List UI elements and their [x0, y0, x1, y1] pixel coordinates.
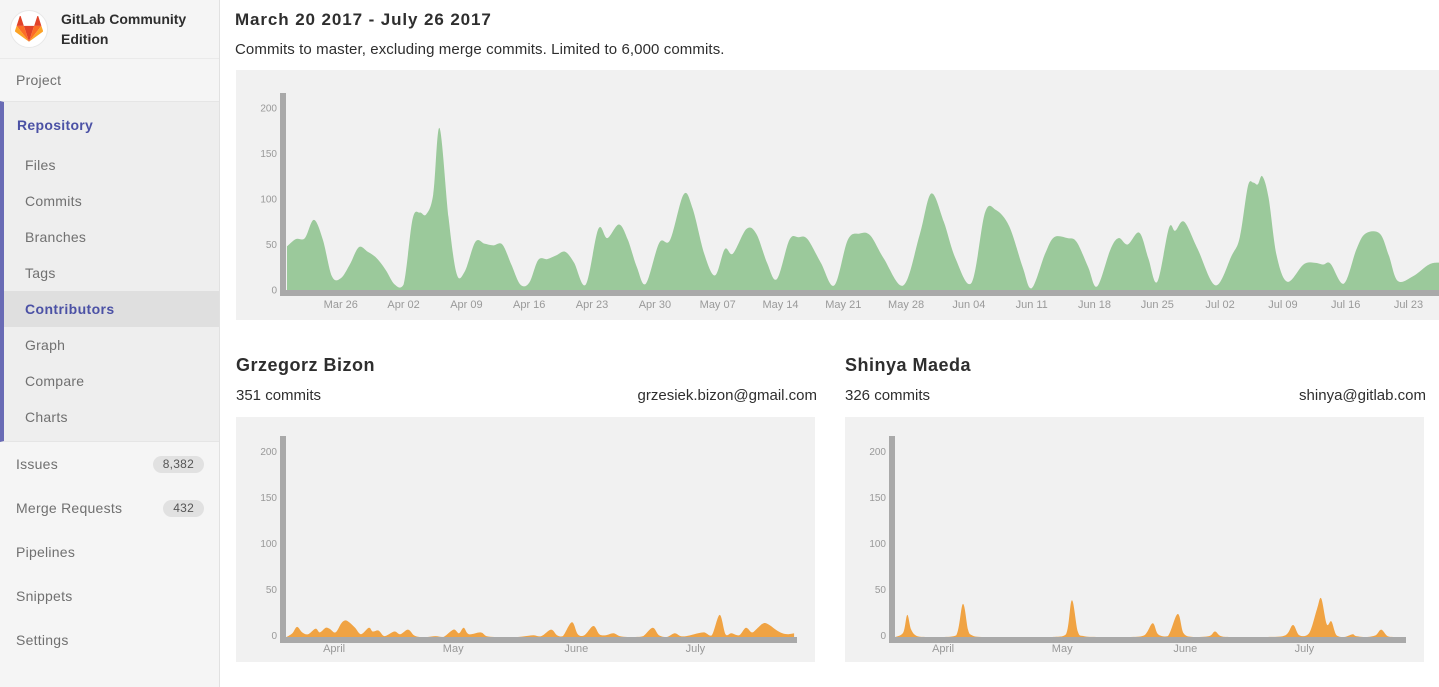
svg-text:50: 50: [266, 240, 278, 251]
svg-text:100: 100: [869, 539, 886, 550]
svg-text:50: 50: [266, 585, 278, 596]
svg-text:Mar 26: Mar 26: [324, 299, 358, 311]
svg-text:June: June: [564, 643, 588, 655]
svg-text:May: May: [443, 643, 464, 655]
svg-text:May 07: May 07: [700, 299, 736, 311]
svg-text:Jul 23: Jul 23: [1394, 299, 1423, 311]
svg-text:100: 100: [260, 195, 277, 206]
svg-text:100: 100: [260, 539, 277, 550]
svg-text:Jun 25: Jun 25: [1141, 299, 1174, 311]
svg-text:April: April: [932, 643, 954, 655]
svg-text:Jun 04: Jun 04: [952, 299, 985, 311]
svg-text:150: 150: [869, 493, 886, 504]
svg-text:Apr 09: Apr 09: [450, 299, 482, 311]
svg-text:Jun 11: Jun 11: [1016, 299, 1048, 311]
svg-text:May 21: May 21: [825, 299, 861, 311]
svg-text:200: 200: [869, 447, 886, 458]
svg-text:150: 150: [260, 149, 277, 160]
svg-text:May 14: May 14: [762, 299, 798, 311]
svg-text:July: July: [1295, 643, 1315, 655]
svg-text:50: 50: [875, 585, 887, 596]
svg-text:May: May: [1052, 643, 1073, 655]
svg-text:April: April: [323, 643, 345, 655]
svg-text:200: 200: [260, 104, 277, 115]
svg-text:0: 0: [271, 631, 277, 642]
svg-text:Apr 30: Apr 30: [639, 299, 671, 311]
svg-text:Apr 23: Apr 23: [576, 299, 608, 311]
svg-text:0: 0: [880, 631, 886, 642]
svg-text:July: July: [686, 643, 706, 655]
svg-text:Apr 02: Apr 02: [387, 299, 419, 311]
svg-text:Apr 16: Apr 16: [513, 299, 545, 311]
svg-text:Jul 09: Jul 09: [1268, 299, 1297, 311]
svg-text:May 28: May 28: [888, 299, 924, 311]
svg-text:0: 0: [271, 286, 277, 297]
svg-text:Jul 02: Jul 02: [1205, 299, 1234, 311]
svg-text:Jun 18: Jun 18: [1078, 299, 1111, 311]
svg-text:200: 200: [260, 447, 277, 458]
svg-text:June: June: [1173, 643, 1197, 655]
svg-text:Jul 16: Jul 16: [1331, 299, 1360, 311]
svg-text:150: 150: [260, 493, 277, 504]
